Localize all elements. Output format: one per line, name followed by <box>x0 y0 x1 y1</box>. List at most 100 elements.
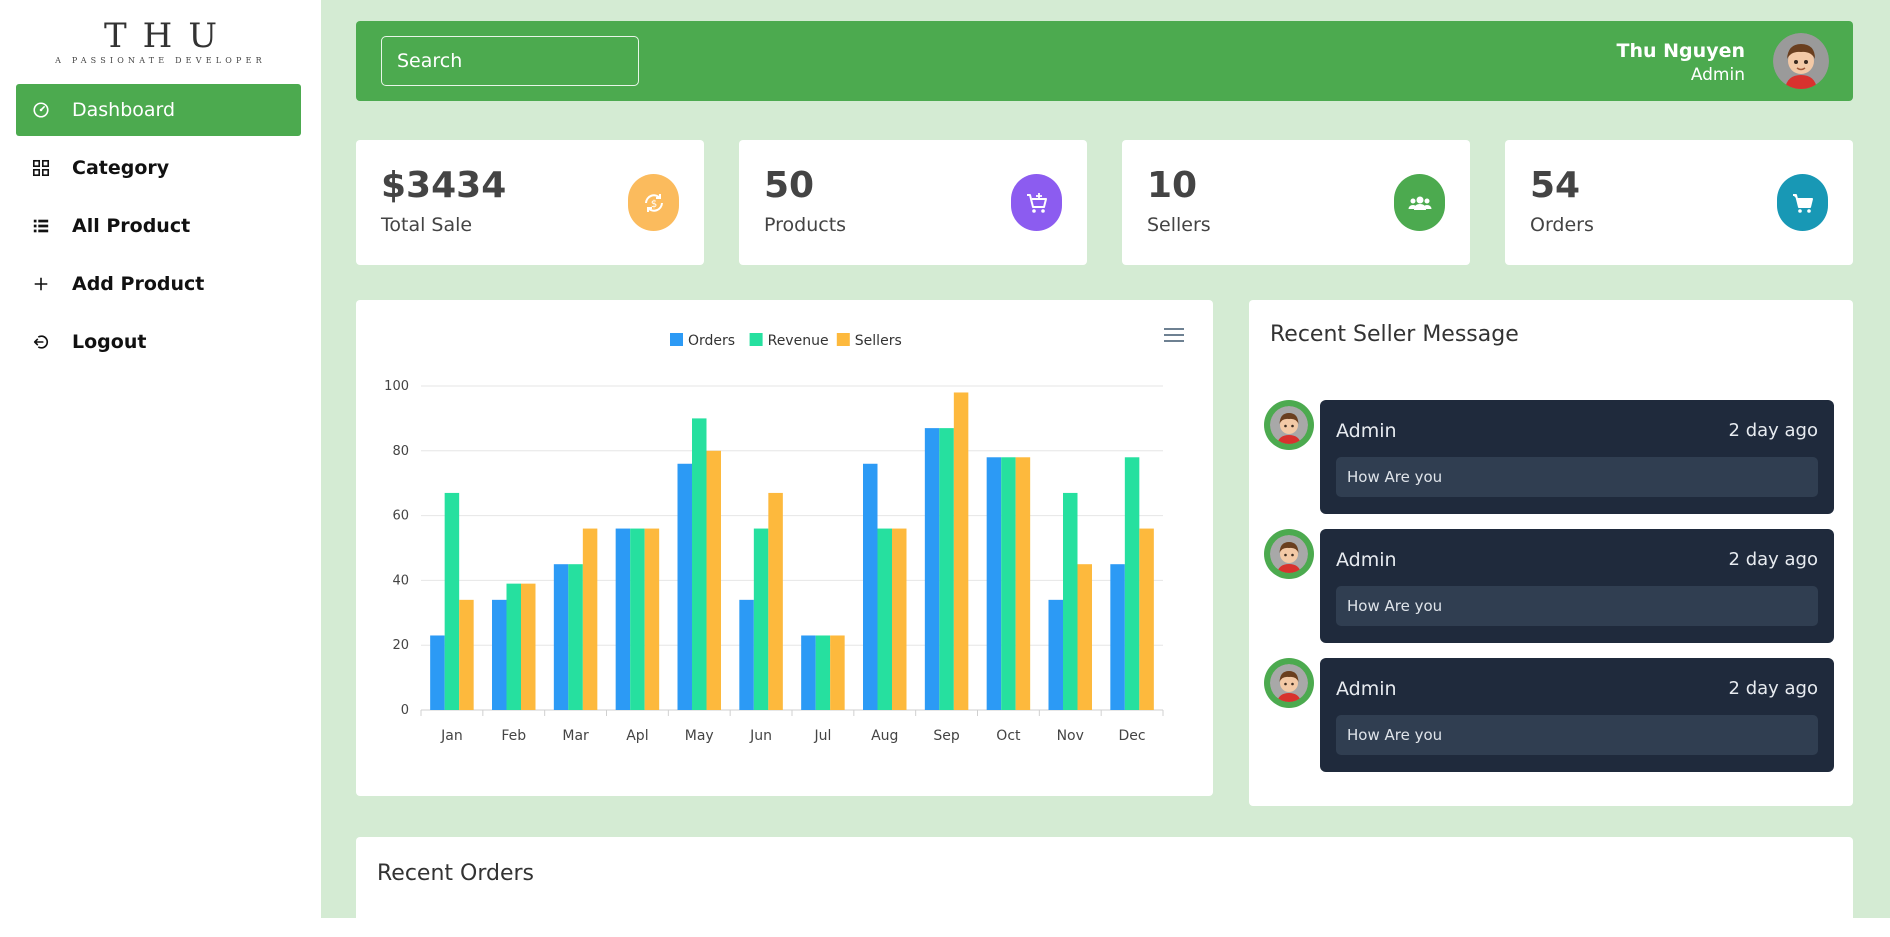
y-tick-label: 100 <box>384 379 409 394</box>
user-role: Admin <box>1690 65 1745 85</box>
bar[interactable] <box>801 635 816 710</box>
sidebar-item-label: Category <box>72 157 170 179</box>
sidebar-item-label: Dashboard <box>72 99 176 121</box>
bar[interactable] <box>1063 492 1078 710</box>
bar[interactable] <box>986 457 1002 710</box>
message-time: 2 day ago <box>1728 420 1818 441</box>
bar[interactable] <box>1124 457 1140 710</box>
x-tick-label: Dec <box>1119 728 1146 744</box>
logout-icon <box>30 331 52 353</box>
sidebar-item-label: Add Product <box>72 273 205 295</box>
bar[interactable] <box>892 528 907 710</box>
currency-exchange-icon: $ <box>628 174 679 231</box>
bar[interactable] <box>630 528 645 710</box>
bar[interactable] <box>753 528 769 710</box>
stat-value: 54 <box>1530 165 1581 206</box>
message-text: How Are you <box>1336 457 1818 497</box>
bar[interactable] <box>739 599 754 710</box>
stat-label: Orders <box>1530 214 1594 236</box>
message-time: 2 day ago <box>1728 678 1818 699</box>
bar[interactable] <box>1015 457 1031 710</box>
dashboard-icon <box>30 99 52 121</box>
bar[interactable] <box>953 392 969 710</box>
sidebar-item-dashboard[interactable]: Dashboard <box>16 84 301 136</box>
avatar-image <box>1270 406 1308 444</box>
bar[interactable] <box>521 583 536 710</box>
x-tick-label: Jul <box>813 728 831 744</box>
sidebar-item-category[interactable]: Category <box>16 142 301 194</box>
avatar <box>1264 400 1314 450</box>
bar[interactable] <box>1139 528 1154 710</box>
bar[interactable] <box>430 635 445 710</box>
legend-label[interactable]: Orders <box>688 333 735 349</box>
plus-icon <box>30 273 52 295</box>
sidebar-item-add-product[interactable]: Add Product <box>16 258 301 310</box>
x-tick-label: May <box>685 728 714 744</box>
avatar-image <box>1270 664 1308 702</box>
message-bubble: Admin 2 day ago How Are you <box>1320 658 1834 772</box>
bar[interactable] <box>939 428 954 710</box>
bar[interactable] <box>863 463 878 710</box>
cart-icon <box>1777 174 1828 231</box>
bar[interactable] <box>877 528 893 710</box>
stat-card-orders: 54 Orders <box>1505 140 1853 265</box>
message-item[interactable]: Admin 2 day ago How Are you <box>1264 529 1839 644</box>
bar[interactable] <box>830 635 845 710</box>
stat-card-sellers: 10 Sellers <box>1122 140 1470 265</box>
legend-label[interactable]: Revenue <box>768 333 829 349</box>
bar[interactable] <box>692 418 707 710</box>
legend-swatch[interactable] <box>670 333 683 346</box>
message-item[interactable]: Admin 2 day ago How Are you <box>1264 658 1839 773</box>
x-tick-label: Mar <box>562 728 589 744</box>
bar[interactable] <box>644 528 660 710</box>
legend-swatch[interactable] <box>836 333 850 346</box>
sidebar-item-all-product[interactable]: All Product <box>16 200 301 252</box>
bar[interactable] <box>459 599 474 710</box>
x-tick-label: Aug <box>871 728 898 744</box>
bar[interactable] <box>582 528 598 710</box>
user-info[interactable]: Thu Nguyen Admin <box>1617 39 1745 87</box>
bar[interactable] <box>677 463 693 710</box>
bar[interactable] <box>815 635 831 710</box>
bar[interactable] <box>1110 564 1125 710</box>
recent-orders-panel: Recent Orders <box>356 837 1853 937</box>
chart-panel: 0 20 40 60 80 100 Jan Feb Mar Apl May Jun Jul Aug Sep O… <box>356 300 1213 796</box>
search-input[interactable] <box>381 36 639 86</box>
bar[interactable] <box>768 492 783 710</box>
message-bubble: Admin 2 day ago How Are you <box>1320 400 1834 514</box>
top-bar: Thu Nguyen Admin <box>356 21 1853 101</box>
message-item[interactable]: Admin 2 day ago How Are you <box>1264 400 1839 515</box>
legend-swatch[interactable] <box>749 333 763 346</box>
bar[interactable] <box>568 564 583 710</box>
brand-name: THU <box>104 16 233 56</box>
bar[interactable] <box>553 564 569 710</box>
message-time: 2 day ago <box>1728 549 1818 570</box>
cart-plus-icon <box>1011 174 1062 231</box>
avatar[interactable] <box>1773 33 1829 89</box>
avatar <box>1264 529 1314 579</box>
bar-chart: 0 20 40 60 80 100 Jan Feb Mar Apl May Jun Jul Aug Sep O… <box>384 328 1184 744</box>
bar[interactable] <box>1077 564 1093 710</box>
bar[interactable] <box>444 492 460 710</box>
users-icon <box>1394 174 1445 231</box>
panel-title: Recent Seller Message <box>1270 322 1519 347</box>
bar[interactable] <box>924 428 940 710</box>
x-tick-label: Jun <box>749 728 772 744</box>
stat-label: Products <box>764 214 847 236</box>
chart-menu-icon[interactable] <box>1164 328 1184 342</box>
y-tick-label: 20 <box>392 638 409 653</box>
sidebar-item-logout[interactable]: Logout <box>16 316 301 368</box>
bar[interactable] <box>1001 457 1016 710</box>
x-tick-label: Sep <box>933 728 960 744</box>
bar[interactable] <box>506 583 522 710</box>
y-tick-label: 60 <box>392 509 409 524</box>
message-sender: Admin <box>1336 420 1397 442</box>
bar[interactable] <box>706 450 722 710</box>
bar[interactable] <box>492 599 507 710</box>
bar[interactable] <box>1048 599 1064 710</box>
main-content: Thu Nguyen Admin $3434 Total Sale $ 50 P <box>321 0 1890 937</box>
avatar-image <box>1270 535 1308 573</box>
bar[interactable] <box>615 528 631 710</box>
legend-label[interactable]: Sellers <box>855 333 902 349</box>
brand-logo[interactable]: THU A PASSIONATE DEVELOPER <box>0 18 321 65</box>
